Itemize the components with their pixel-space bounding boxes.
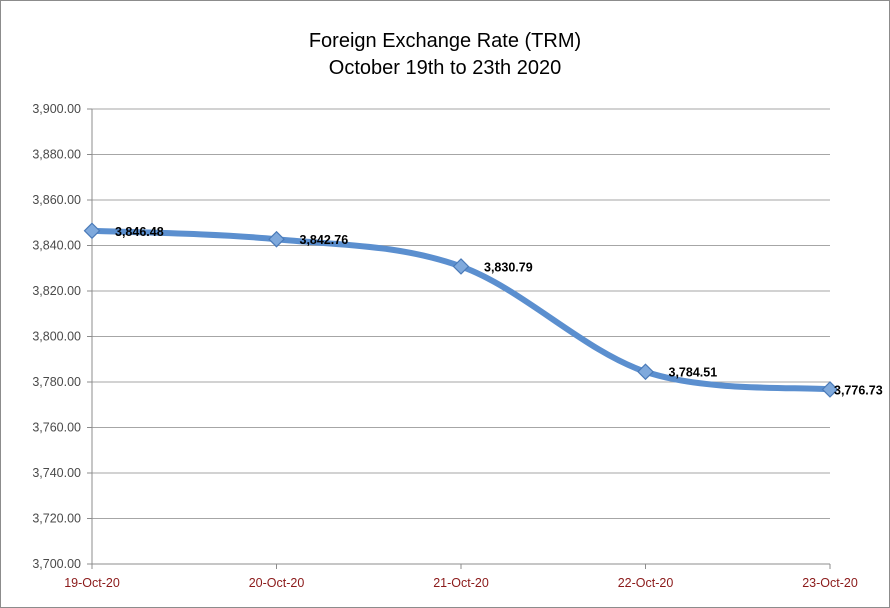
y-tick-label: 3,820.00 <box>32 284 81 298</box>
series-line <box>89 227 833 393</box>
gridlines <box>92 108 830 519</box>
x-tick-label: 20-Oct-20 <box>249 576 305 590</box>
data-label: 3,784.51 <box>669 366 718 380</box>
data-point-marker <box>83 222 101 240</box>
y-tick-label: 3,760.00 <box>32 421 81 435</box>
data-label: 3,846.48 <box>115 225 164 239</box>
data-point-marker <box>268 230 285 248</box>
y-tick-label: 3,880.00 <box>32 148 81 162</box>
y-tick-labels: 3,700.00 3,720.00 3,740.00 3,760.00 3,780.00… <box>32 102 81 571</box>
data-point-marker <box>821 381 839 398</box>
series-line-path <box>89 227 833 393</box>
x-tick-label: 19-Oct-20 <box>64 576 120 590</box>
data-label: 3,776.73 <box>834 383 883 397</box>
y-tick-label: 3,720.00 <box>32 512 81 526</box>
y-tick-label: 3,840.00 <box>32 239 81 253</box>
chart-title-line-1: Foreign Exchange Rate (TRM) <box>309 30 581 52</box>
x-tick-label: 23-Oct-20 <box>802 576 858 590</box>
data-point-marker <box>637 363 654 381</box>
chart-title: Foreign Exchange Rate (TRM) October 19th… <box>309 30 581 79</box>
x-tick-label: 21-Oct-20 <box>433 576 489 590</box>
chart-title-line-2: October 19th to 23th 2020 <box>329 57 561 79</box>
y-tick-label: 3,700.00 <box>32 557 81 571</box>
y-tick-label: 3,900.00 <box>32 102 81 116</box>
series-markers <box>83 222 839 398</box>
data-point-marker <box>452 258 470 275</box>
y-tick-label: 3,740.00 <box>32 466 81 480</box>
data-label: 3,830.79 <box>484 260 533 274</box>
y-tick-label: 3,780.00 <box>32 375 81 389</box>
y-tick-label: 3,860.00 <box>32 193 81 207</box>
y-tick-label: 3,800.00 <box>32 330 81 344</box>
data-label: 3,842.76 <box>300 233 349 247</box>
data-labels: 3,846.48 3,842.76 3,830.79 3,784.51 3,776.73 <box>115 225 883 398</box>
x-tick-label: 22-Oct-20 <box>618 576 674 590</box>
x-tick-labels: 19-Oct-20 20-Oct-20 21-Oct-20 22-Oct-20 23-O… <box>64 576 858 590</box>
axes <box>87 108 831 569</box>
